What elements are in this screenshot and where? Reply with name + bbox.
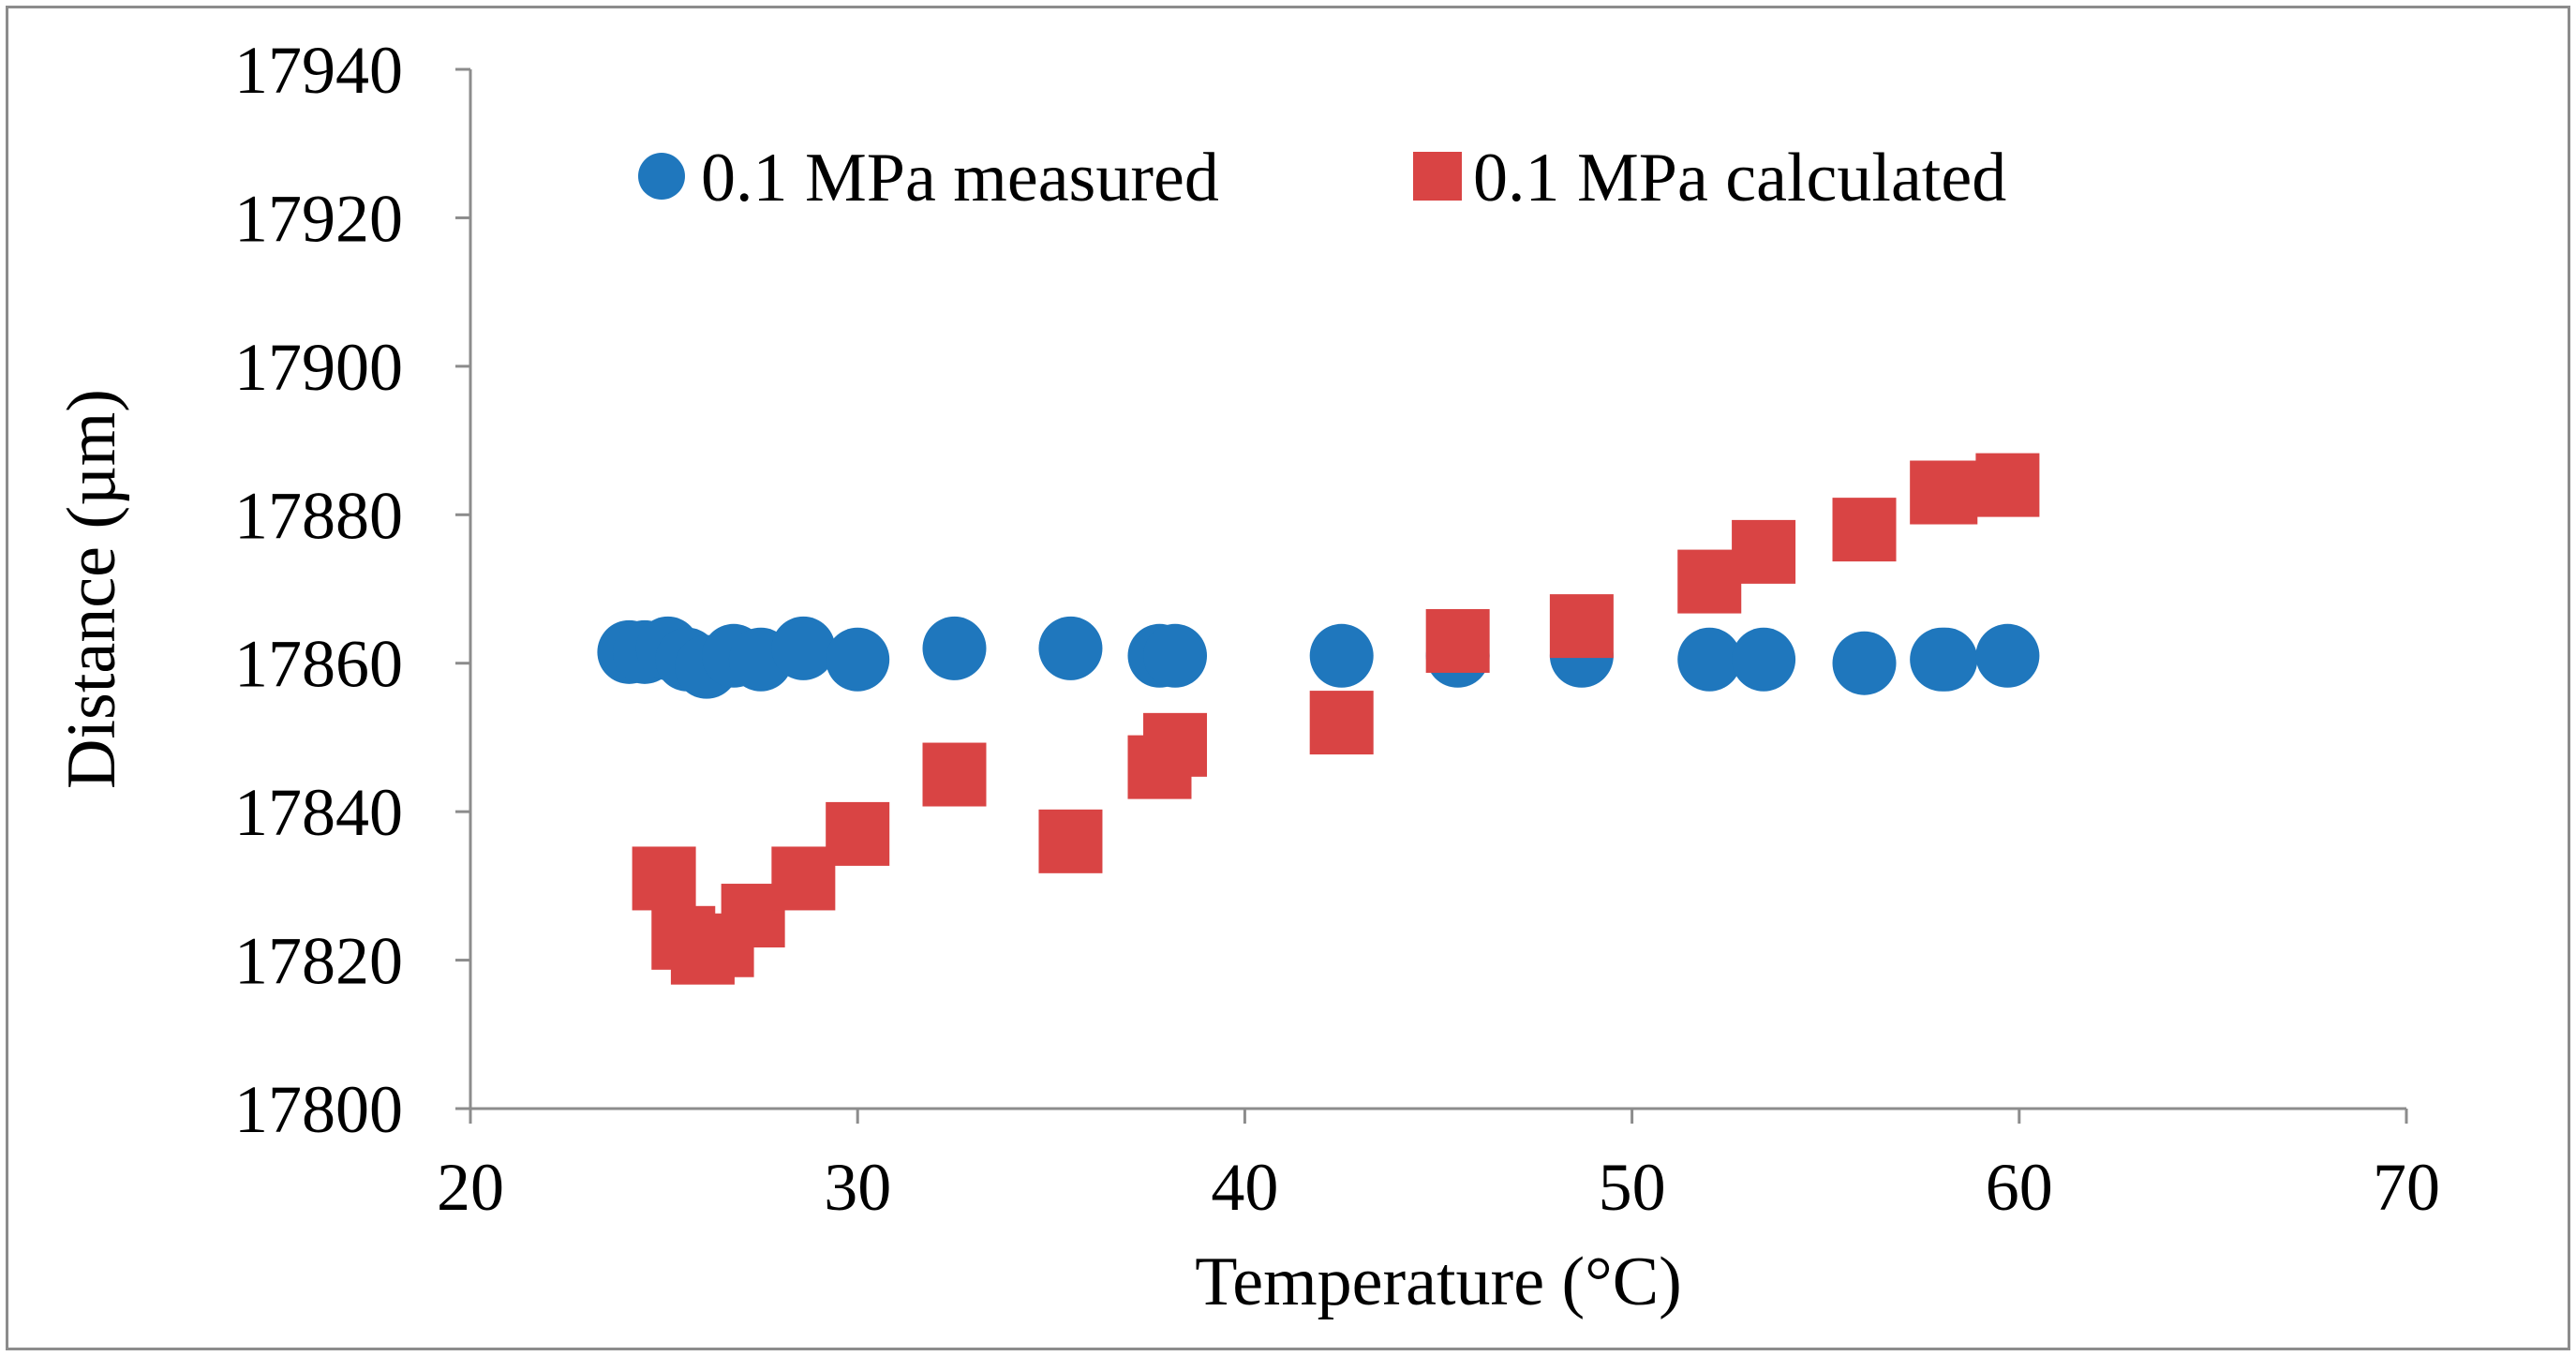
data-point-calculated <box>1425 608 1490 673</box>
legend-label-calculated: 0.1 MPa calculated <box>1473 140 2006 216</box>
y-tick-label: 17860 <box>234 627 403 702</box>
x-tick-label: 50 <box>1599 1150 1666 1225</box>
data-point-measured <box>922 616 987 680</box>
y-tick-label: 17880 <box>234 478 403 553</box>
data-point-calculated <box>1677 549 1742 614</box>
x-tick-label: 20 <box>437 1150 504 1225</box>
legend: 0.1 MPa measured 0.1 MPa calculated <box>638 140 2006 216</box>
data-point-measured <box>826 627 890 692</box>
data-point-measured <box>1309 623 1374 688</box>
data-point-calculated <box>1549 594 1614 659</box>
data-point-calculated <box>632 846 696 911</box>
x-axis-title: Temperature (°C) <box>1195 1244 1682 1320</box>
data-point-measured <box>1143 623 1208 688</box>
data-point-measured <box>1913 627 1978 692</box>
data-point-measured <box>771 616 836 680</box>
axes: 17800 17820 17840 17860 17880 17900 17920 17940… <box>234 33 2440 1225</box>
data-point-calculated <box>1913 460 1978 525</box>
data-point-measured <box>1677 627 1742 692</box>
x-tick-label: 40 <box>1211 1150 1278 1225</box>
x-tick-label: 30 <box>824 1150 891 1225</box>
figure-frame <box>6 6 2570 1350</box>
data-point-calculated <box>1975 453 2040 517</box>
y-tick-label: 17920 <box>234 181 403 256</box>
x-tick-label: 60 <box>1986 1150 2053 1225</box>
data-point-measured <box>1832 631 1897 695</box>
x-tick-label: 70 <box>2373 1150 2440 1225</box>
y-tick-label: 17840 <box>234 775 403 850</box>
data-point-calculated <box>771 846 836 911</box>
data-point-measured <box>1732 627 1796 692</box>
data-point-calculated <box>1143 712 1208 777</box>
y-tick-label: 17900 <box>234 330 403 405</box>
data-point-calculated <box>922 742 987 807</box>
data-point-calculated <box>1309 691 1374 755</box>
y-axis-title: Distance (µm) <box>53 389 130 789</box>
data-point-measured <box>1975 623 2040 688</box>
legend-label-measured: 0.1 MPa measured <box>701 140 1219 216</box>
y-tick-label: 17800 <box>234 1072 403 1147</box>
legend-marker-calculated <box>1413 152 1462 201</box>
data-point-calculated <box>1038 809 1103 873</box>
data-point-calculated <box>1832 498 1897 562</box>
data-point-measured <box>1038 616 1103 680</box>
plot-area <box>597 453 2040 985</box>
legend-marker-measured <box>638 153 685 200</box>
data-point-calculated <box>1732 519 1796 584</box>
y-tick-label: 17820 <box>234 924 403 999</box>
y-tick-label: 17940 <box>234 33 403 108</box>
data-point-calculated <box>826 801 890 866</box>
